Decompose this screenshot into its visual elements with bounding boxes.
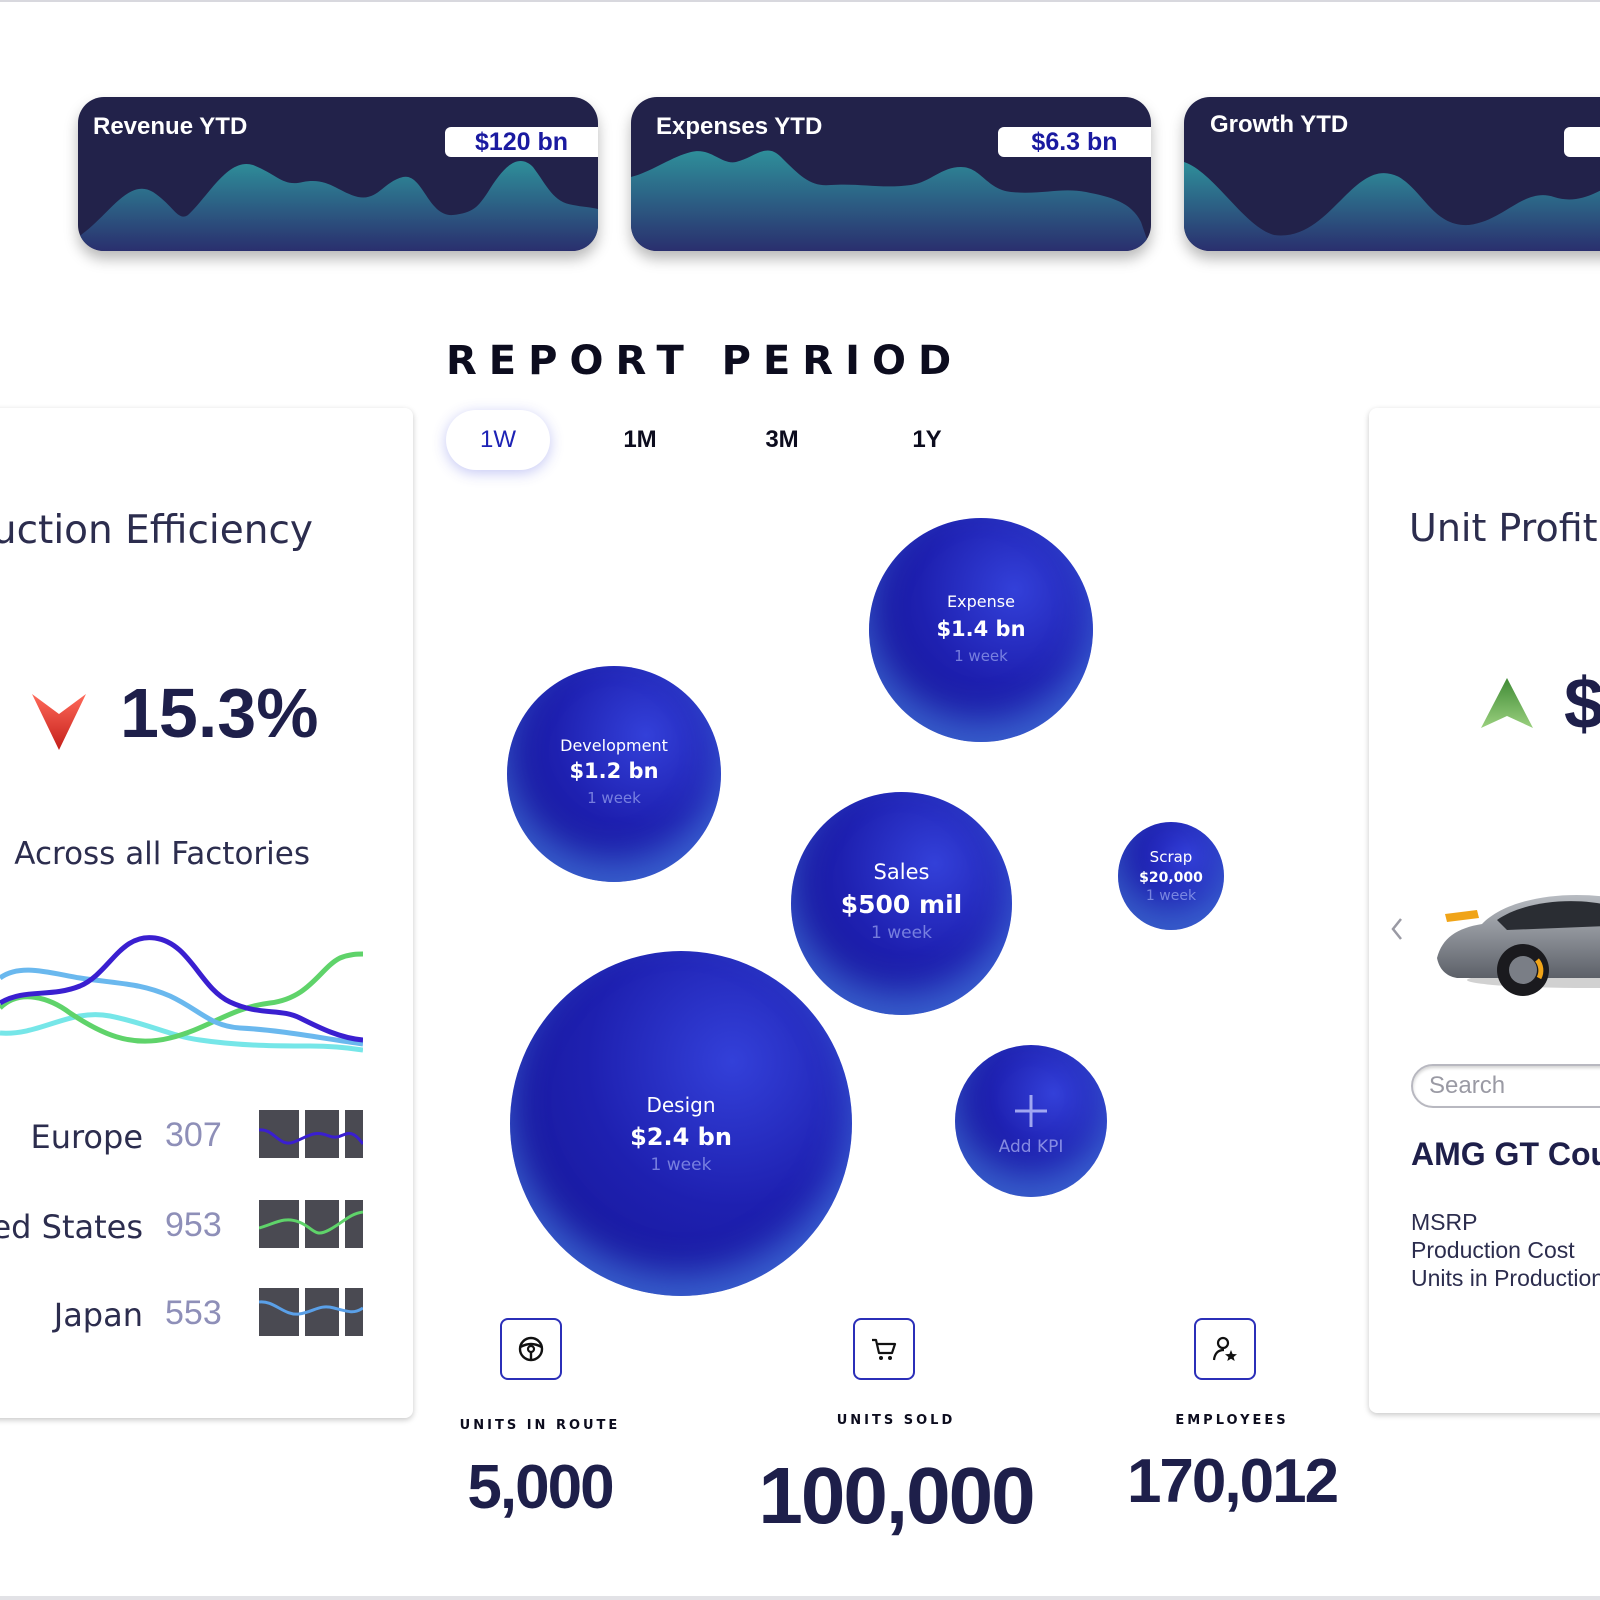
bubble-value: $2.4 bn bbox=[630, 1123, 732, 1151]
region-name: Europe bbox=[30, 1118, 143, 1156]
stat-label: UNITS SOLD bbox=[836, 1413, 956, 1428]
series-line-lightblue bbox=[0, 967, 363, 1047]
tab-1m[interactable]: 1M bbox=[623, 426, 657, 453]
kpi-bubble-design[interactable]: Design $2.4 bn 1 week bbox=[510, 951, 852, 1296]
region-sparkline bbox=[259, 1288, 363, 1336]
region-name: Japan bbox=[53, 1296, 143, 1334]
region-row-japan[interactable]: Japan 553 bbox=[0, 1286, 413, 1346]
plus-icon bbox=[1015, 1095, 1047, 1127]
spec-item: Units in Production bbox=[1411, 1265, 1600, 1291]
region-value: 553 bbox=[165, 1294, 222, 1332]
unit-profit-value: $ bbox=[1564, 664, 1600, 744]
kpi-value-badge: $6.3 bn bbox=[998, 127, 1151, 157]
region-row-united-states[interactable]: United States 953 bbox=[0, 1198, 413, 1258]
user-star-icon bbox=[1194, 1318, 1256, 1380]
bubble-period: 1 week bbox=[587, 789, 641, 807]
kpi-bubble-sales[interactable]: Sales $500 mil 1 week bbox=[791, 792, 1012, 1015]
bubble-value: $1.4 bn bbox=[936, 617, 1026, 641]
region-sparkline bbox=[259, 1200, 363, 1248]
tab-1w[interactable]: 1W bbox=[446, 410, 550, 470]
down-arrow-icon bbox=[32, 694, 86, 750]
bubble-name: Development bbox=[560, 736, 668, 755]
search-input[interactable] bbox=[1411, 1064, 1600, 1108]
bubble-period: 1 week bbox=[650, 1155, 712, 1175]
region-row-europe[interactable]: Europe 307 bbox=[0, 1108, 413, 1168]
car-model-name: AMG GT Coupe bbox=[1411, 1136, 1600, 1172]
unit-profit-panel: Unit Profit $ AMG GT Coupe MSRP Producti… bbox=[1369, 408, 1600, 1413]
region-name: United States bbox=[0, 1208, 143, 1246]
bubble-value: $1.2 bn bbox=[569, 759, 659, 783]
bubble-name: Design bbox=[646, 1093, 716, 1117]
tab-1y[interactable]: 1Y bbox=[912, 426, 942, 453]
series-line-green bbox=[0, 951, 363, 1044]
car-image bbox=[1437, 894, 1600, 996]
efficiency-subtitle: Across all Factories bbox=[14, 836, 310, 872]
growth-wave-chart bbox=[1184, 162, 1600, 251]
add-kpi-button[interactable]: Add KPI bbox=[955, 1045, 1107, 1197]
report-period-title: REPORT PERIOD bbox=[446, 338, 964, 384]
kpi-bubble-development[interactable]: Development $1.2 bn 1 week bbox=[507, 666, 721, 882]
tab-3m[interactable]: 3M bbox=[765, 426, 799, 453]
bubble-period: 1 week bbox=[871, 923, 932, 943]
kpi-value-badge: $120 bn bbox=[445, 127, 598, 157]
region-sparkline bbox=[259, 1110, 363, 1158]
efficiency-value: 15.3% bbox=[120, 674, 319, 752]
region-value: 307 bbox=[165, 1116, 222, 1154]
kpi-title: Growth YTD bbox=[1210, 111, 1349, 138]
kpi-card-revenue[interactable]: Revenue YTD $120 bn bbox=[78, 97, 598, 251]
cart-icon bbox=[853, 1318, 915, 1380]
kpi-title: Revenue YTD bbox=[93, 113, 248, 140]
bubble-value: $20,000 bbox=[1139, 870, 1203, 886]
bubble-name: Sales bbox=[873, 860, 930, 884]
add-kpi-label: Add KPI bbox=[998, 1137, 1064, 1157]
unit-profit-title: Unit Profit bbox=[1409, 506, 1598, 550]
revenue-wave-chart bbox=[78, 161, 598, 251]
region-value: 953 bbox=[165, 1206, 222, 1244]
chevron-left-icon[interactable] bbox=[1389, 916, 1405, 942]
stat-value: 5,000 bbox=[467, 1453, 614, 1522]
spec-list: MSRP Production Cost Units in Production bbox=[1411, 1208, 1600, 1292]
steering-wheel-icon bbox=[500, 1318, 562, 1380]
bottom-divider bbox=[0, 1596, 1600, 1600]
bubble-period: 1 week bbox=[954, 647, 1008, 665]
kpi-bubble-expense[interactable]: Expense $1.4 bn 1 week bbox=[869, 518, 1093, 742]
bubble-period: 1 week bbox=[1145, 888, 1197, 904]
stat-value: 170,012 bbox=[1126, 1447, 1339, 1516]
efficiency-title: Production Efficiency bbox=[0, 508, 313, 553]
bubble-name: Expense bbox=[947, 592, 1015, 611]
up-arrow-icon bbox=[1481, 678, 1533, 728]
stat-label: UNITS IN ROUTE bbox=[459, 1418, 621, 1433]
bubble-value: $500 mil bbox=[840, 890, 963, 919]
top-divider bbox=[0, 0, 1600, 2]
series-line-purple bbox=[0, 935, 363, 1043]
spec-item: Production Cost bbox=[1411, 1237, 1575, 1263]
spec-item: MSRP bbox=[1411, 1209, 1478, 1235]
stat-value: 100,000 bbox=[758, 1451, 1035, 1540]
kpi-value-badge bbox=[1564, 127, 1600, 157]
kpi-card-expenses[interactable]: Expenses YTD $6.3 bn bbox=[631, 97, 1151, 251]
efficiency-line-chart bbox=[0, 935, 363, 1053]
stat-label: EMPLOYEES bbox=[1175, 1413, 1289, 1428]
series-line-teal bbox=[0, 1012, 363, 1053]
kpi-bubble-scrap[interactable]: Scrap $20,000 1 week bbox=[1118, 822, 1224, 930]
kpi-title: Expenses YTD bbox=[656, 113, 823, 140]
bubble-name: Scrap bbox=[1149, 848, 1193, 866]
kpi-card-growth[interactable]: Growth YTD bbox=[1184, 97, 1600, 251]
expenses-wave-chart bbox=[631, 150, 1151, 251]
production-efficiency-panel: Production Efficiency 15.3% Across all F… bbox=[0, 408, 413, 1418]
